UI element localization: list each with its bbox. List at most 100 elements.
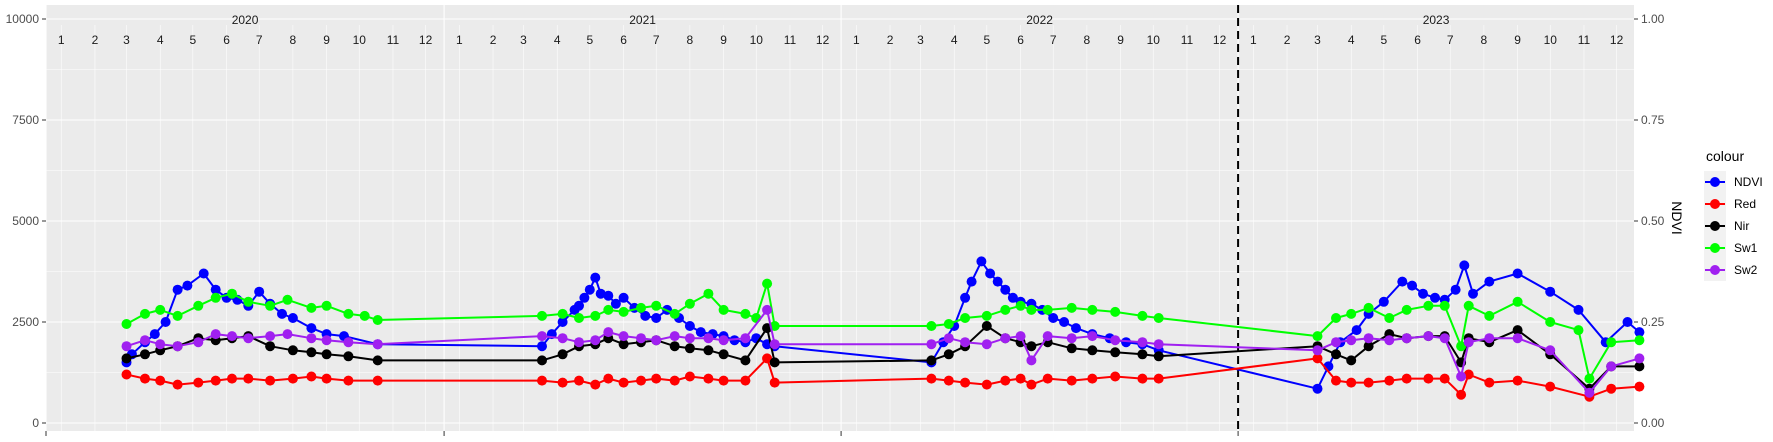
data-point (584, 284, 595, 295)
data-point (1087, 345, 1098, 356)
data-point (537, 331, 547, 342)
data-point (960, 337, 971, 348)
data-point (1312, 353, 1323, 364)
data-point (1397, 276, 1408, 287)
data-point (718, 304, 729, 315)
data-point (640, 310, 651, 321)
data-point (590, 310, 601, 321)
data-point (343, 337, 354, 348)
data-point (306, 302, 317, 313)
legend-key-point (1710, 265, 1720, 275)
data-point (372, 355, 383, 366)
month-label: 5 (1380, 33, 1387, 47)
data-point (1331, 349, 1341, 360)
data-point (359, 310, 370, 321)
data-point (1545, 317, 1556, 327)
month-label: 7 (1447, 33, 1454, 47)
data-point (718, 375, 729, 386)
data-point (1042, 373, 1053, 384)
month-label: 4 (157, 33, 164, 47)
data-point (740, 308, 751, 319)
data-point (1312, 383, 1323, 394)
data-point (537, 310, 547, 321)
data-point (1468, 288, 1478, 299)
data-point (227, 288, 237, 299)
data-point (1346, 377, 1357, 388)
data-point (981, 321, 992, 331)
data-point (1450, 284, 1461, 295)
data-point (1000, 304, 1011, 315)
month-label: 11 (1181, 33, 1194, 47)
month-label: 10 (750, 33, 764, 47)
legend-label: NDVI (1734, 175, 1763, 189)
data-point (669, 331, 680, 342)
data-point (321, 300, 332, 311)
data-point (1015, 373, 1026, 384)
data-point (1634, 327, 1645, 338)
data-point (1026, 355, 1037, 366)
data-point (684, 321, 695, 331)
data-point (210, 329, 221, 340)
data-point (1606, 337, 1617, 348)
data-point (574, 375, 584, 386)
data-point (172, 379, 183, 390)
data-point (140, 308, 150, 319)
data-point (198, 268, 209, 279)
data-point (1121, 337, 1132, 348)
legend-key-point (1710, 199, 1720, 209)
legend-item-nir: Nir (1704, 215, 1749, 237)
data-point (960, 292, 971, 303)
data-point (684, 333, 695, 344)
y-tick-label: 10000 (6, 12, 40, 26)
data-point (1066, 375, 1077, 386)
data-point (762, 304, 773, 315)
data-point (1512, 333, 1523, 344)
data-point (985, 268, 996, 279)
data-point (1459, 260, 1470, 271)
legend-label: Nir (1734, 219, 1749, 233)
data-point (537, 355, 547, 366)
month-label: 1 (1250, 33, 1257, 47)
data-point (557, 333, 568, 344)
data-point (172, 284, 183, 295)
y2-tick-label: 1.00 (1641, 12, 1665, 26)
legend-label: Sw1 (1734, 241, 1758, 255)
data-point (140, 335, 150, 346)
month-label: 9 (323, 33, 330, 47)
series-layer (121, 256, 1645, 402)
data-point (1384, 375, 1395, 386)
data-point (1423, 331, 1434, 342)
data-point (1606, 361, 1617, 372)
data-point (684, 371, 695, 382)
data-point (321, 349, 332, 360)
data-point (1137, 349, 1148, 360)
data-point (1059, 317, 1070, 327)
data-point (926, 355, 937, 366)
data-point (287, 373, 298, 384)
data-point (651, 335, 662, 346)
data-point (1026, 379, 1037, 390)
month-label: 11 (1578, 33, 1591, 47)
data-point (1346, 335, 1357, 346)
month-label: 6 (1414, 33, 1421, 47)
data-point (193, 337, 204, 348)
data-point (557, 317, 568, 327)
data-point (1015, 300, 1026, 311)
data-point (254, 286, 265, 297)
data-point (1423, 300, 1434, 311)
data-point (1634, 335, 1645, 346)
data-point (992, 276, 1003, 287)
data-point (1401, 333, 1412, 344)
data-point (1378, 296, 1389, 307)
data-point (1312, 331, 1323, 342)
data-point (1346, 308, 1357, 319)
data-point (966, 276, 977, 287)
data-point (1634, 381, 1645, 392)
data-point (590, 335, 601, 346)
data-point (1110, 347, 1121, 358)
data-point (149, 329, 160, 340)
legend-item-sw2: Sw2 (1704, 259, 1758, 281)
data-point (557, 308, 568, 319)
legend-label: Sw2 (1734, 263, 1758, 277)
